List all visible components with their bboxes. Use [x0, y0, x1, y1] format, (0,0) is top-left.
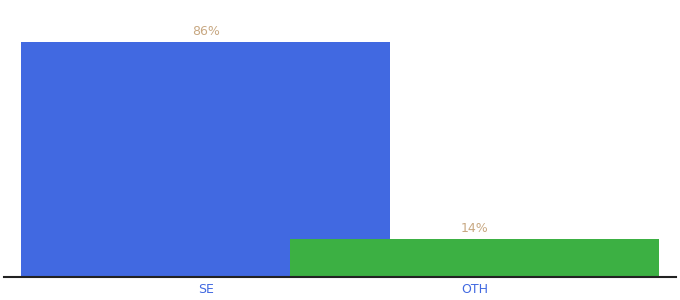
Bar [21, 42, 390, 277]
Bar [290, 239, 659, 277]
Text: 14%: 14% [460, 222, 488, 235]
Text: 86%: 86% [192, 25, 220, 38]
